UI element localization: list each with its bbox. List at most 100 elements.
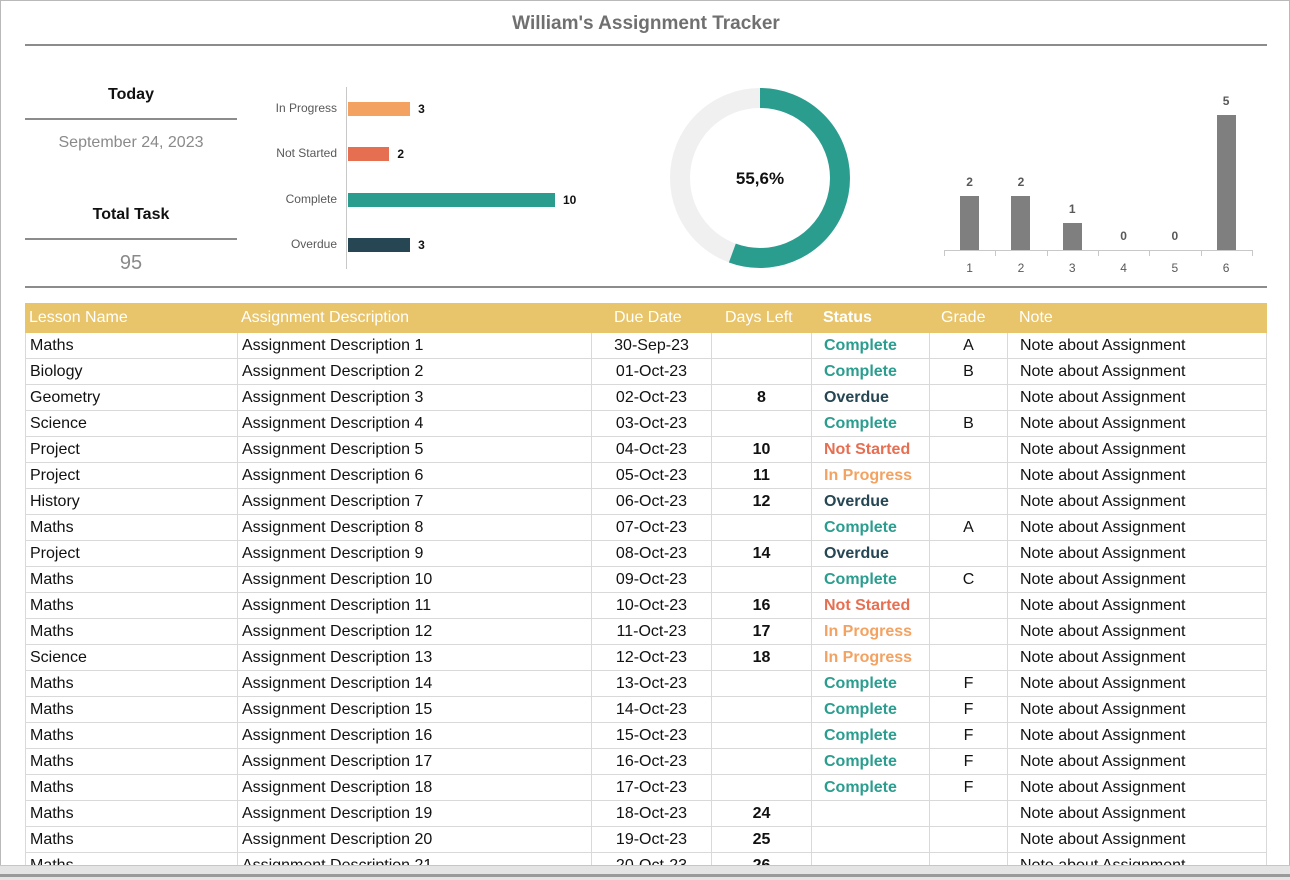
days-left-cell[interactable]	[711, 697, 811, 722]
assignment-description-cell[interactable]: Assignment Description 6	[237, 463, 591, 488]
status-cell[interactable]: Complete	[811, 359, 929, 384]
due-date-cell[interactable]: 01-Oct-23	[591, 359, 711, 384]
grade-chart-bar[interactable]	[1216, 115, 1236, 250]
assignment-description-cell[interactable]: Assignment Description 7	[237, 489, 591, 514]
header-due-date[interactable]: Due Date	[614, 309, 682, 326]
days-left-cell[interactable]: 25	[711, 827, 811, 852]
status-cell[interactable]: Complete	[811, 775, 929, 800]
header-status[interactable]: Status	[823, 309, 872, 326]
note-cell[interactable]: Note about Assignment	[1007, 801, 1267, 826]
table-row[interactable]: Maths Assignment Description 11 10-Oct-23 1…	[25, 593, 1267, 619]
days-left-cell[interactable]: 10	[711, 437, 811, 462]
lesson-name-cell[interactable]: Maths	[25, 593, 237, 618]
grade-chart-bar[interactable]	[960, 196, 980, 250]
assignment-description-cell[interactable]: Assignment Description 20	[237, 827, 591, 852]
grade-cell[interactable]	[929, 853, 1007, 866]
table-row[interactable]: Maths Assignment Description 8 07-Oct-23 Co…	[25, 515, 1267, 541]
table-row[interactable]: Maths Assignment Description 15 14-Oct-23 C…	[25, 697, 1267, 723]
note-cell[interactable]: Note about Assignment	[1007, 463, 1267, 488]
grade-cell[interactable]	[929, 645, 1007, 670]
note-cell[interactable]: Note about Assignment	[1007, 775, 1267, 800]
days-left-cell[interactable]: 8	[711, 385, 811, 410]
table-row[interactable]: Maths Assignment Description 17 16-Oct-23 C…	[25, 749, 1267, 775]
days-left-cell[interactable]	[711, 775, 811, 800]
total-task-value[interactable]: 95	[119, 252, 143, 274]
grade-cell[interactable]: C	[929, 567, 1007, 592]
assignment-description-cell[interactable]: Assignment Description 17	[237, 749, 591, 774]
table-row[interactable]: Maths Assignment Description 10 09-Oct-23 C…	[25, 567, 1267, 593]
table-row[interactable]: Geometry Assignment Description 3 02-Oct-2…	[25, 385, 1267, 411]
days-left-cell[interactable]	[711, 333, 811, 358]
grade-cell[interactable]: A	[929, 515, 1007, 540]
lesson-name-cell[interactable]: Maths	[25, 619, 237, 644]
status-cell[interactable]: In Progress	[811, 619, 929, 644]
days-left-cell[interactable]: 11	[711, 463, 811, 488]
status-chart-bar[interactable]	[348, 193, 555, 207]
due-date-cell[interactable]: 03-Oct-23	[591, 411, 711, 436]
status-cell[interactable]: Complete	[811, 567, 929, 592]
note-cell[interactable]: Note about Assignment	[1007, 359, 1267, 384]
status-cell[interactable]: Complete	[811, 333, 929, 358]
grade-cell[interactable]: A	[929, 333, 1007, 358]
table-row[interactable]: Maths Assignment Description 18 17-Oct-23 C…	[25, 775, 1267, 801]
lesson-name-cell[interactable]: Maths	[25, 567, 237, 592]
lesson-name-cell[interactable]: Project	[25, 463, 237, 488]
assignment-description-cell[interactable]: Assignment Description 2	[237, 359, 591, 384]
status-cell[interactable]: Complete	[811, 749, 929, 774]
status-cell[interactable]	[811, 853, 929, 866]
note-cell[interactable]: Note about Assignment	[1007, 697, 1267, 722]
assignment-description-cell[interactable]: Assignment Description 8	[237, 515, 591, 540]
lesson-name-cell[interactable]: Science	[25, 411, 237, 436]
grade-cell[interactable]: F	[929, 697, 1007, 722]
header-lesson-name[interactable]: Lesson Name	[29, 309, 128, 326]
table-row[interactable]: Science Assignment Description 13 12-Oct-2…	[25, 645, 1267, 671]
assignment-description-cell[interactable]: Assignment Description 9	[237, 541, 591, 566]
assignment-description-cell[interactable]: Assignment Description 1	[237, 333, 591, 358]
header-days-left[interactable]: Days Left	[725, 309, 793, 326]
lesson-name-cell[interactable]: Geometry	[25, 385, 237, 410]
note-cell[interactable]: Note about Assignment	[1007, 437, 1267, 462]
grade-cell[interactable]	[929, 385, 1007, 410]
table-row[interactable]: Maths Assignment Description 21 20-Oct-23 2…	[25, 853, 1267, 866]
status-chart-bar[interactable]	[348, 147, 390, 161]
assignment-description-cell[interactable]: Assignment Description 13	[237, 645, 591, 670]
grade-chart-bar[interactable]	[1062, 223, 1082, 250]
days-left-cell[interactable]	[711, 723, 811, 748]
lesson-name-cell[interactable]: Maths	[25, 853, 237, 866]
note-cell[interactable]: Note about Assignment	[1007, 723, 1267, 748]
note-cell[interactable]: Note about Assignment	[1007, 411, 1267, 436]
grade-cell[interactable]: F	[929, 749, 1007, 774]
due-date-cell[interactable]: 07-Oct-23	[591, 515, 711, 540]
grade-cell[interactable]: F	[929, 671, 1007, 696]
due-date-cell[interactable]: 05-Oct-23	[591, 463, 711, 488]
days-left-cell[interactable]: 24	[711, 801, 811, 826]
due-date-cell[interactable]: 04-Oct-23	[591, 437, 711, 462]
days-left-cell[interactable]: 18	[711, 645, 811, 670]
table-row[interactable]: Maths Assignment Description 1 30-Sep-23 Co…	[25, 333, 1267, 359]
lesson-name-cell[interactable]: Maths	[25, 827, 237, 852]
assignment-description-cell[interactable]: Assignment Description 15	[237, 697, 591, 722]
note-cell[interactable]: Note about Assignment	[1007, 619, 1267, 644]
grade-cell[interactable]: B	[929, 359, 1007, 384]
header-grade[interactable]: Grade	[941, 309, 986, 326]
table-row[interactable]: Project Assignment Description 6 05-Oct-23…	[25, 463, 1267, 489]
days-left-cell[interactable]	[711, 359, 811, 384]
due-date-cell[interactable]: 12-Oct-23	[591, 645, 711, 670]
due-date-cell[interactable]: 13-Oct-23	[591, 671, 711, 696]
table-row[interactable]: History Assignment Description 7 06-Oct-23…	[25, 489, 1267, 515]
today-value[interactable]: September 24, 2023	[58, 134, 204, 151]
grade-cell[interactable]	[929, 619, 1007, 644]
due-date-cell[interactable]: 06-Oct-23	[591, 489, 711, 514]
note-cell[interactable]: Note about Assignment	[1007, 541, 1267, 566]
status-cell[interactable]: Complete	[811, 671, 929, 696]
note-cell[interactable]: Note about Assignment	[1007, 385, 1267, 410]
lesson-name-cell[interactable]: Project	[25, 541, 237, 566]
lesson-name-cell[interactable]: History	[25, 489, 237, 514]
status-cell[interactable]	[811, 827, 929, 852]
assignment-description-cell[interactable]: Assignment Description 18	[237, 775, 591, 800]
lesson-name-cell[interactable]: Maths	[25, 697, 237, 722]
grade-cell[interactable]: F	[929, 775, 1007, 800]
status-cell[interactable]: Complete	[811, 697, 929, 722]
status-cell[interactable]: Overdue	[811, 385, 929, 410]
table-row[interactable]: Maths Assignment Description 16 15-Oct-23 C…	[25, 723, 1267, 749]
